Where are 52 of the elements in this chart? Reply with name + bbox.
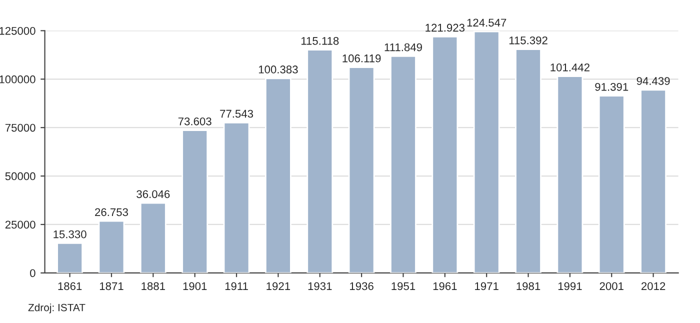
bar xyxy=(306,49,334,273)
x-tick-label: 1971 xyxy=(475,282,498,290)
bar xyxy=(98,220,125,273)
data-label: 101.442 xyxy=(550,64,590,72)
bar xyxy=(390,55,416,273)
x-tick-label: 1936 xyxy=(350,282,374,290)
y-tick-label: 50000 xyxy=(5,172,36,180)
data-label: 106.119 xyxy=(342,54,381,62)
bar xyxy=(140,202,166,273)
data-label: 115.392 xyxy=(509,36,548,44)
y-tick-label: 100000 xyxy=(0,75,36,84)
y-tick-label: 125000 xyxy=(0,26,36,35)
bar xyxy=(640,89,666,273)
y-tick-label: 25000 xyxy=(5,220,36,229)
x-tick-label: 1951 xyxy=(392,282,416,290)
bar xyxy=(515,48,542,273)
data-label: 73.603 xyxy=(178,117,212,126)
bar xyxy=(348,66,375,273)
data-label: 36.046 xyxy=(136,190,170,198)
x-tick-label: 1871 xyxy=(100,282,124,290)
bar xyxy=(432,36,458,273)
bar xyxy=(223,122,250,273)
y-tick-label: 0 xyxy=(30,269,36,278)
y-tick-label: 75000 xyxy=(5,124,36,132)
text: Zdroj: ISTAT xyxy=(28,304,86,314)
data-label: 26.753 xyxy=(95,208,128,216)
x-tick-label: 1881 xyxy=(142,282,165,290)
x-tick-label: 2001 xyxy=(600,282,624,290)
data-label: 124.547 xyxy=(467,18,506,27)
bar xyxy=(56,242,84,273)
x-tick-label: 1931 xyxy=(308,282,332,290)
bar xyxy=(182,130,208,273)
data-label: 15.330 xyxy=(54,230,86,238)
x-tick-label: 1981 xyxy=(516,282,540,290)
x-tick-label: 1911 xyxy=(225,282,248,290)
x-tick-label: 1921 xyxy=(266,282,290,290)
data-label: 111.849 xyxy=(384,43,422,52)
x-tick-label: 1861 xyxy=(58,282,82,290)
bar xyxy=(556,76,584,273)
data-label: 94.439 xyxy=(636,77,670,85)
data-label: 100.383 xyxy=(258,66,298,74)
data-label: 121.923 xyxy=(426,24,464,32)
bar xyxy=(598,95,625,273)
x-tick-label: 1991 xyxy=(558,282,582,290)
data-label: 91.391 xyxy=(595,82,628,91)
x-tick-label: 2012 xyxy=(641,282,666,290)
bar xyxy=(473,30,500,273)
bar xyxy=(264,78,292,273)
data-label: 115.118 xyxy=(301,36,339,45)
data-label: 77.543 xyxy=(220,110,254,118)
x-tick-label: 1961 xyxy=(433,282,457,290)
x-tick-label: 1901 xyxy=(183,282,207,290)
